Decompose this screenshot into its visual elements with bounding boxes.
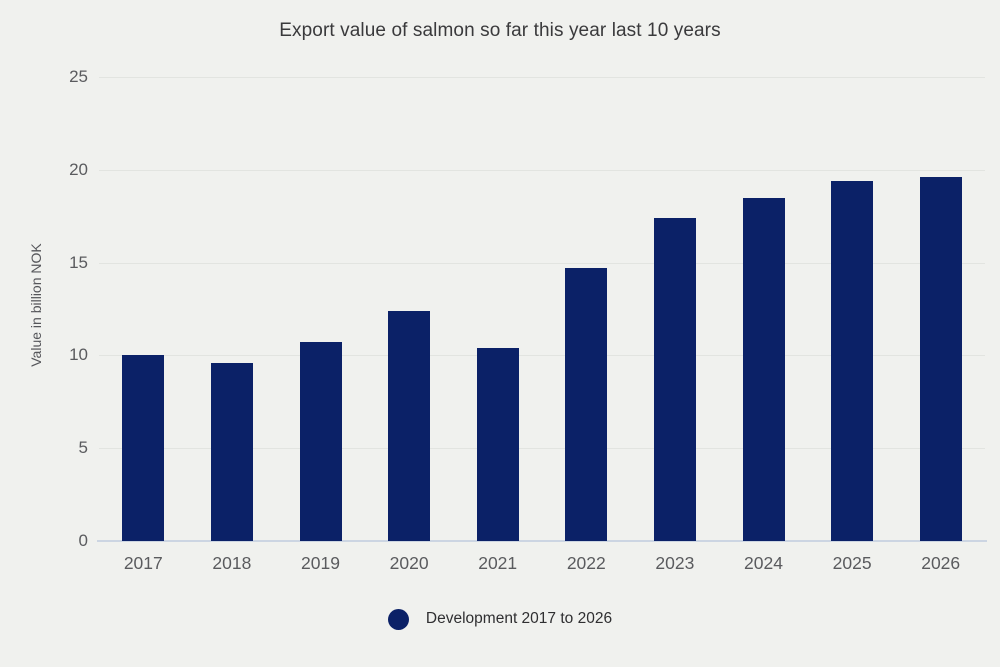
bar-2018	[210, 362, 253, 541]
legend: Development 2017 to 2026	[0, 607, 1000, 631]
x-tick-label: 2025	[832, 553, 872, 573]
bar-2020	[388, 310, 431, 541]
gridline	[99, 448, 985, 450]
x-tick-label: 2023	[655, 553, 695, 573]
x-tick-label: 2022	[566, 553, 606, 573]
bar-2022	[565, 268, 608, 541]
x-tick-label: 2018	[212, 553, 252, 573]
x-tick-label: 2020	[389, 553, 429, 573]
x-tick-label: 2024	[744, 553, 783, 573]
y-tick-label: 25	[69, 67, 88, 86]
gridline	[99, 77, 985, 78]
y-tick-label: 10	[69, 345, 88, 365]
x-tick-label: 2021	[478, 553, 518, 573]
bar-2025	[831, 180, 874, 541]
x-tick-label: 2026	[921, 553, 961, 573]
gridline	[99, 169, 985, 171]
x-axis-line	[97, 540, 987, 542]
bar-2019	[299, 342, 342, 541]
bar-2026	[919, 177, 962, 541]
y-tick-label: 0	[78, 531, 88, 550]
bar-2024	[742, 197, 785, 541]
bar-2021	[476, 347, 519, 541]
bar-2023	[653, 218, 696, 541]
x-tick-label: 2019	[301, 553, 340, 573]
y-tick-label: 5	[78, 438, 88, 458]
gridline	[99, 355, 985, 357]
chart-title: Export value of salmon so far this year …	[279, 20, 721, 41]
x-tick-label: 2017	[123, 553, 163, 573]
y-tick-label: 15	[69, 252, 88, 272]
legend-label: Development 2017 to 2026	[425, 610, 613, 627]
legend-marker-icon	[387, 608, 409, 630]
bar-2017	[122, 355, 165, 541]
gridline	[99, 262, 985, 264]
y-tick-label: 20	[69, 159, 88, 179]
